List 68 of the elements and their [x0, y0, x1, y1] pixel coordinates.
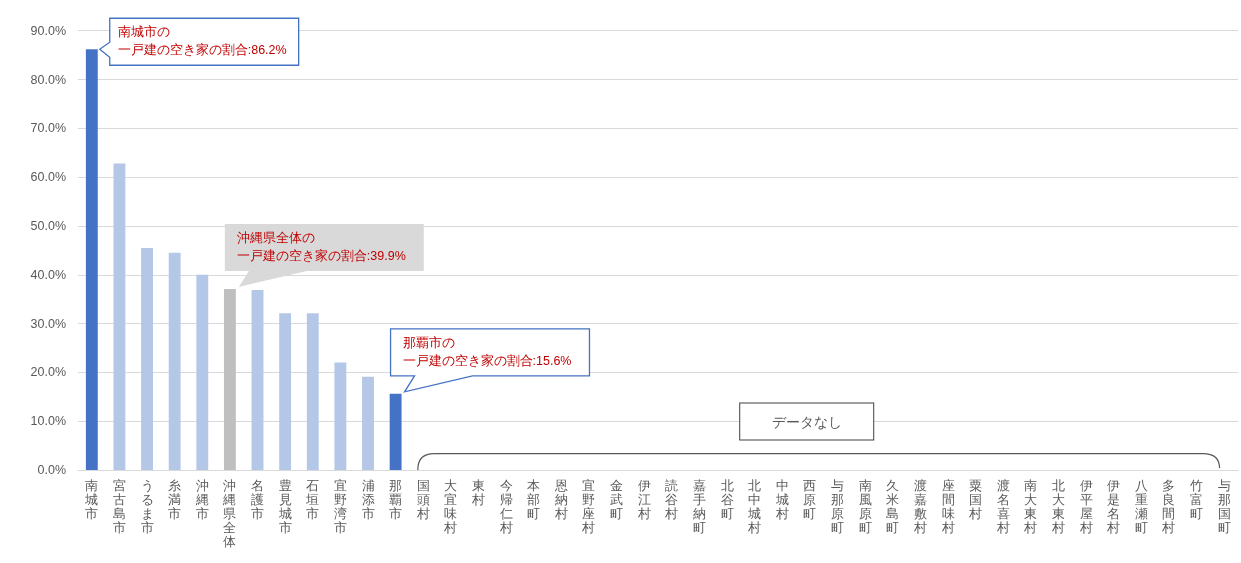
y-tick-label: 50.0%: [30, 218, 66, 233]
bar: [251, 289, 264, 470]
y-tick-label: 10.0%: [30, 414, 66, 429]
x-tick-label: 沖縄市: [194, 477, 209, 521]
bar: [389, 393, 402, 470]
x-tick-label: 久米島町: [886, 477, 900, 535]
x-tick-label: 渡名喜村: [995, 477, 1010, 535]
annotation: 那覇市の一戸建の空き家の割合:15.6%: [402, 335, 572, 368]
x-tick-label: 今帰仁村: [498, 477, 513, 535]
x-tick-label: 名護市: [251, 477, 265, 521]
bar: [306, 313, 319, 470]
x-tick-label: 北谷町: [720, 477, 734, 521]
x-tick-label: 与那国町: [1217, 477, 1231, 535]
x-tick-label: 浦添市: [361, 477, 375, 521]
x-tick-label: 北中城村: [747, 477, 762, 535]
x-tick-label: 竹富町: [1190, 477, 1204, 521]
x-tick-label: 糸満市: [168, 477, 182, 521]
annotation: 沖縄県全体の一戸建の空き家の割合:39.9%: [236, 230, 406, 263]
x-tick-label: 宜野湾市: [333, 477, 347, 535]
x-tick-label: 南大東村: [1023, 477, 1038, 535]
x-tick-label: 北大東村: [1050, 477, 1065, 535]
y-tick-label: 90.0%: [30, 23, 66, 38]
x-tick-label: 西原町: [803, 477, 817, 521]
y-tick-label: 30.0%: [30, 316, 66, 331]
bar: [334, 362, 347, 470]
x-tick-label: 石垣市: [305, 477, 320, 521]
x-tick-label: 座間味村: [940, 477, 955, 535]
bar: [362, 376, 374, 470]
x-tick-label: 伊江村: [636, 477, 651, 521]
x-tick-label: 大宜味村: [443, 477, 458, 535]
bar: [196, 274, 209, 470]
x-tick-label: 伊平屋村: [1078, 477, 1093, 535]
x-tick-label: 南城市: [84, 477, 99, 521]
bar: [223, 288, 236, 470]
bar: [113, 163, 126, 470]
x-tick-label: 国頭村: [415, 477, 430, 521]
x-tick-label: うるま市: [140, 477, 154, 535]
x-tick-label: 豊見城市: [277, 477, 292, 535]
x-tick-label: 宮古島市: [112, 477, 126, 535]
x-tick-label: 伊是名村: [1106, 477, 1121, 535]
bar: [168, 252, 181, 470]
y-tick-label: 0.0%: [37, 463, 66, 477]
y-tick-label: 20.0%: [30, 365, 66, 380]
bar: [141, 247, 153, 470]
y-tick-label: 60.0%: [30, 170, 66, 185]
x-tick-label: 東村: [470, 477, 485, 507]
x-tick-label: 与那原町: [831, 477, 845, 535]
bar: [279, 313, 292, 470]
y-tick-label: 40.0%: [30, 267, 66, 282]
x-tick-label: 恩納村: [553, 477, 568, 521]
x-tick-label: 中城村: [774, 477, 789, 521]
x-tick-label: 那覇市: [389, 477, 403, 521]
x-tick-label: 沖縄県全体: [222, 477, 237, 549]
y-tick-label: 80.0%: [30, 72, 66, 87]
x-tick-label: 南風原町: [858, 477, 872, 535]
x-tick-label: 多良間村: [1161, 477, 1176, 535]
bar: [85, 49, 98, 470]
x-tick-label: 読谷村: [664, 477, 679, 521]
x-tick-label: 本部町: [527, 477, 541, 521]
annotation: データなし: [771, 413, 842, 430]
x-tick-label: 渡嘉敷村: [912, 477, 927, 535]
x-tick-label: 八重瀬町: [1134, 477, 1148, 535]
x-tick-label: 宜野座村: [581, 477, 596, 535]
x-tick-label: 嘉手納町: [692, 477, 706, 535]
x-tick-label: 金武町: [610, 477, 624, 521]
y-tick-label: 70.0%: [30, 121, 66, 136]
annotation: 南城市の一戸建の空き家の割合:86.2%: [117, 25, 287, 58]
x-tick-label: 粟国村: [968, 477, 983, 521]
